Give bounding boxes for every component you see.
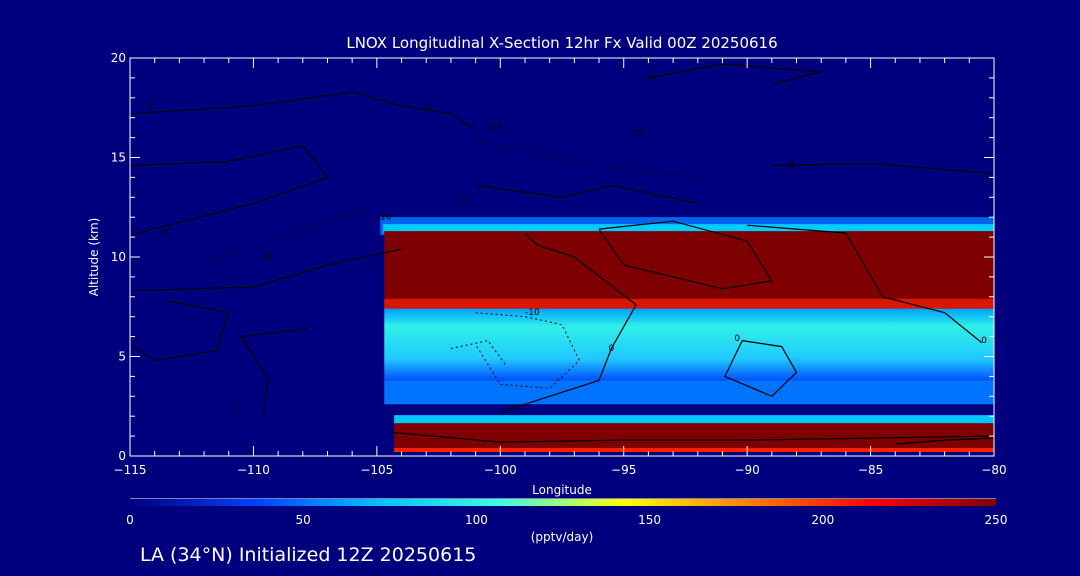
contour-label: -10 (377, 213, 392, 223)
y-tick-label: 0 (118, 449, 126, 463)
x-tick-label: −95 (611, 463, 636, 477)
mid-level-band (384, 308, 994, 381)
colorbar-tick-label: 100 (465, 513, 488, 527)
contour-zero-line (130, 91, 476, 131)
contour-label: -10 (629, 129, 644, 139)
contour-zero-line (771, 162, 994, 174)
contour-label: 0 (981, 336, 987, 346)
contour-zero-line (895, 437, 994, 445)
upper-band-lower-edge (384, 298, 994, 311)
y-tick-label: 5 (118, 350, 126, 364)
x-tick-label: −85 (858, 463, 883, 477)
y-tick-label: 15 (111, 151, 126, 165)
upper-core-band (384, 231, 994, 309)
heatmap-field (380, 217, 994, 453)
colorbar (130, 499, 996, 506)
contour-label: -10 (525, 308, 540, 318)
y-tick-label: 20 (111, 51, 126, 65)
contour-zero-line (389, 431, 994, 443)
contour-label: 0 (609, 344, 615, 354)
contour-label: 0 (426, 103, 432, 113)
contour-label: 0 (460, 197, 466, 207)
contour-zero-line (747, 224, 983, 344)
colorbar-tick-label: 0 (126, 513, 134, 527)
x-axis-label: Longitude (532, 483, 592, 497)
contour-zero-line (130, 300, 230, 362)
x-tick-label: −80 (981, 463, 1006, 477)
contour-label: 0 (648, 73, 654, 83)
contour-label: -10 (488, 123, 503, 133)
contour-negative-line (203, 204, 378, 262)
colorbar-tick-label: 250 (985, 513, 1008, 527)
colorbar-tick-label: 200 (811, 513, 834, 527)
colorbar-unit: (pptv/day) (531, 530, 594, 544)
contour-zero-line (598, 220, 773, 290)
contour-zero-line (130, 144, 329, 236)
x-tick-label: −115 (114, 463, 147, 477)
upper-band-fringe (383, 224, 994, 234)
x-axis: −115 −110 −105 −100 −95 −90 −85 −80 (114, 58, 1007, 477)
footer-init-info: LA (34°N) Initialized 12Z 20250615 (140, 544, 477, 566)
contour-negative-line (475, 141, 698, 178)
colorbar-tick-label: 50 (296, 513, 311, 527)
contour-zero-line (240, 328, 308, 415)
surface-band-edge (394, 448, 994, 453)
x-tick-label: −90 (734, 463, 759, 477)
contour-label: -10 (258, 253, 273, 263)
contour-zero-line (500, 232, 637, 413)
contour-zero-line (130, 248, 402, 292)
y-axis: 0 5 10 15 20 (111, 51, 994, 463)
x-tick-label: −105 (360, 463, 393, 477)
contour-label: 0 (236, 406, 242, 416)
lower-blue-band (384, 380, 994, 405)
colorbar-ticks: 0 50 100 150 200 250 (126, 513, 1007, 527)
contour-label: 0 (147, 101, 153, 111)
y-axis-label: Altitude (km) (87, 218, 101, 297)
contour-label: 0 (162, 229, 168, 239)
contour-label: 0 (734, 334, 740, 344)
chart-title: LNOX Longitudinal X-Section 12hr Fx Vali… (346, 34, 778, 52)
contour-lines (130, 63, 994, 445)
y-tick-label: 10 (111, 250, 126, 264)
surface-band-fringe (394, 415, 994, 424)
contour-label: 0 (789, 161, 795, 171)
x-tick-label: −110 (237, 463, 270, 477)
contour-zero-line (475, 184, 698, 204)
contour-zero-line (724, 340, 798, 398)
colorbar-tick-label: 150 (638, 513, 661, 527)
x-tick-label: −100 (484, 463, 517, 477)
contour-labels: 0 0 0 0 0 0 0 0 0 0 -10 -10 -10 -10 -10 (147, 73, 987, 415)
surface-core-band (394, 422, 994, 449)
contour-zero-line (648, 63, 822, 85)
